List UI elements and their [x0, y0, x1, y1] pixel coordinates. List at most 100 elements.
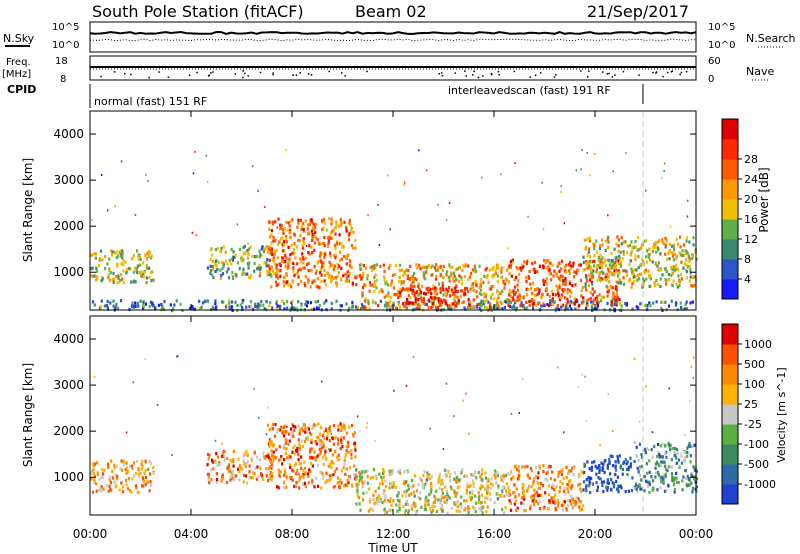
data-cell	[462, 399, 464, 402]
data-cell	[405, 494, 408, 498]
data-cell	[547, 507, 550, 511]
colorbar-tick-label: 28	[744, 153, 758, 166]
data-cell	[306, 223, 310, 227]
data-cell	[150, 254, 153, 258]
data-cell	[551, 292, 555, 296]
data-cell	[407, 484, 410, 488]
data-cell	[474, 501, 478, 505]
data-cell	[305, 436, 308, 440]
data-cell	[432, 501, 435, 505]
data-cell	[145, 173, 147, 176]
data-cell	[208, 453, 211, 457]
data-cell	[689, 271, 692, 275]
data-cell	[287, 443, 290, 447]
time-tick-label: 04:00	[174, 527, 209, 541]
data-cell	[460, 278, 463, 282]
data-cell	[325, 437, 329, 441]
data-cell	[570, 502, 573, 506]
data-cell	[484, 471, 487, 475]
data-cell	[569, 264, 572, 268]
data-cell	[311, 482, 314, 486]
data-cell	[686, 484, 689, 488]
data-cell	[558, 275, 562, 279]
data-cell	[484, 268, 487, 272]
data-cell	[275, 448, 278, 452]
data-cell	[562, 489, 566, 494]
data-cell	[384, 485, 388, 489]
data-cell	[439, 290, 442, 295]
nave-dot	[472, 74, 474, 76]
data-cell	[406, 470, 409, 474]
data-cell	[679, 253, 682, 257]
data-cell	[325, 228, 328, 232]
data-cell	[548, 294, 551, 299]
data-cell	[322, 463, 325, 467]
data-cell	[284, 438, 287, 442]
data-cell	[606, 466, 609, 470]
data-cell	[663, 162, 666, 165]
data-cell	[272, 450, 275, 454]
data-cell	[598, 272, 601, 276]
data-cell	[514, 299, 517, 303]
data-cell	[420, 297, 423, 301]
data-cell	[90, 477, 93, 481]
data-cell	[283, 429, 286, 434]
data-cell	[554, 309, 558, 313]
data-cell	[574, 307, 577, 311]
data-cell	[270, 241, 273, 245]
data-cell	[271, 306, 274, 310]
data-cell	[471, 492, 474, 496]
data-cell	[614, 287, 617, 291]
data-cell	[646, 304, 649, 308]
data-cell	[572, 466, 575, 470]
data-cell	[622, 240, 625, 244]
data-cell	[633, 459, 636, 464]
data-cell	[606, 237, 609, 241]
data-cell	[577, 386, 580, 388]
data-cell	[354, 238, 357, 242]
data-cell	[589, 274, 592, 278]
data-cell	[457, 499, 460, 503]
data-cell	[241, 255, 244, 259]
nave-dot	[124, 72, 126, 75]
data-cell	[491, 275, 494, 279]
data-cell	[482, 302, 485, 306]
data-cell	[283, 227, 286, 231]
data-cell	[557, 504, 560, 508]
data-cell	[673, 265, 676, 269]
data-cell	[419, 292, 422, 296]
data-cell	[304, 284, 307, 288]
data-cell	[366, 422, 369, 425]
data-cell	[291, 450, 294, 454]
data-cell	[270, 229, 273, 233]
data-cell	[670, 244, 673, 248]
data-cell	[405, 480, 408, 484]
data-cell	[503, 494, 506, 498]
data-cell	[373, 275, 376, 280]
data-cell	[664, 300, 667, 304]
data-cell	[404, 300, 407, 305]
data-cell	[315, 222, 318, 226]
data-cell	[308, 244, 311, 248]
data-cell	[606, 486, 609, 490]
data-cell	[291, 468, 294, 472]
data-cell	[441, 284, 444, 288]
data-cell	[610, 300, 613, 304]
data-cell	[318, 443, 321, 447]
data-cell	[311, 456, 314, 460]
data-cell	[441, 488, 444, 492]
data-cell	[591, 293, 594, 297]
data-cell	[286, 425, 288, 428]
data-cell	[318, 432, 322, 436]
data-cell	[421, 485, 424, 489]
data-cell	[116, 475, 119, 479]
data-cell	[232, 478, 235, 482]
data-cell	[230, 300, 234, 304]
data-cell	[106, 299, 109, 304]
data-cell	[521, 378, 524, 380]
data-cell	[474, 494, 477, 498]
data-cell	[315, 442, 318, 446]
data-cell	[660, 306, 663, 310]
data-cell	[587, 283, 590, 287]
data-cell	[684, 251, 687, 256]
